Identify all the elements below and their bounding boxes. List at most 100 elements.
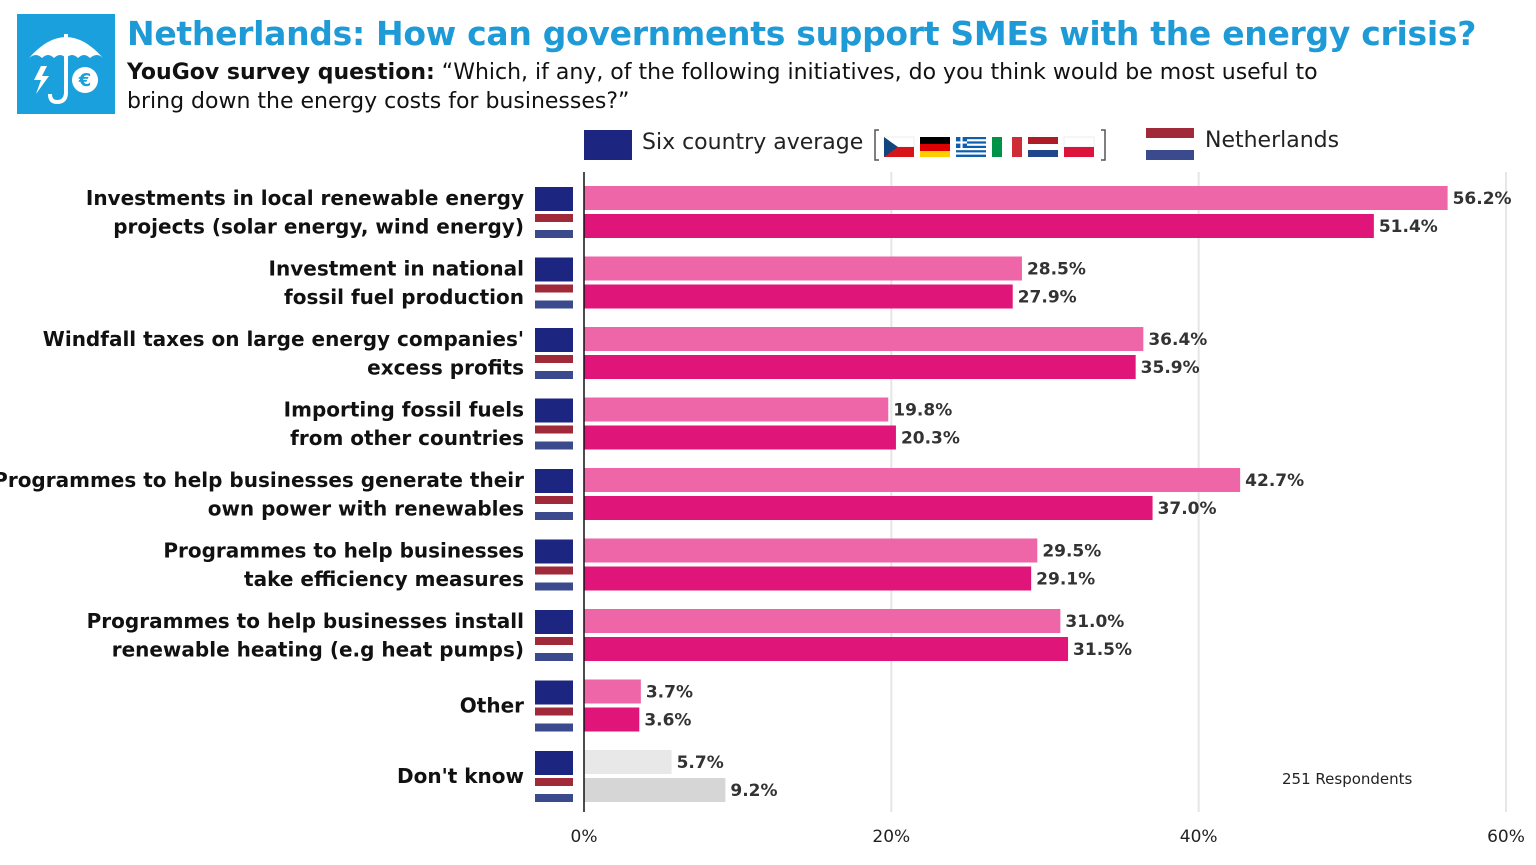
category-swatch-netherlands-red [535, 425, 573, 434]
value-label: 35.9% [1141, 358, 1200, 378]
category-swatch-netherlands-blue [535, 582, 573, 591]
category-label: Importing fossil fuels [284, 397, 524, 421]
bar-netherlands [584, 496, 1153, 520]
legend: Six country average [0, 124, 1536, 168]
category-swatch-average [535, 610, 573, 634]
greece-flag-icon [956, 137, 986, 157]
category-swatch-netherlands-red [535, 566, 573, 575]
legend-label-average: Six country average [642, 130, 864, 155]
bar-six-country-average [584, 538, 1038, 563]
italy-flag-icon [992, 137, 1022, 157]
category-label: fossil fuel production [284, 285, 524, 309]
legend-label-netherlands: Netherlands [1205, 128, 1340, 153]
value-label: 51.4% [1379, 217, 1438, 237]
legend-flags [874, 129, 1106, 161]
value-label: 5.7% [677, 753, 724, 773]
subtitle-text: “Which, if any, of the following initiat… [127, 60, 1318, 114]
subtitle: YouGov survey question: “Which, if any, … [127, 58, 1377, 116]
bar-netherlands [584, 637, 1069, 661]
bar-netherlands [584, 566, 1032, 591]
category-swatch-netherlands-red [535, 778, 573, 786]
bar-netherlands [584, 778, 726, 802]
value-label: 36.4% [1148, 330, 1207, 350]
czech-flag-icon [883, 136, 915, 157]
category-label: renewable heating (e.g heat pumps) [112, 637, 524, 661]
category-swatch-netherlands-red [535, 355, 573, 363]
bar-netherlands [584, 355, 1136, 379]
bar-netherlands [584, 425, 896, 450]
page-title: Netherlands: How can governments support… [127, 14, 1477, 53]
category-swatch-netherlands-blue [535, 794, 573, 802]
category-swatch-netherlands-red [535, 707, 573, 716]
bar-netherlands [584, 284, 1013, 309]
germany-flag-icon [920, 137, 950, 157]
category-label: projects (solar energy, wind energy) [113, 214, 524, 238]
legend-swatch-netherlands [1146, 128, 1194, 160]
value-label: 20.3% [901, 429, 960, 449]
category-swatch-average [535, 539, 573, 564]
umbrella-euro-icon: € [29, 34, 103, 105]
svg-text:€: € [78, 70, 92, 91]
category-swatch-netherlands-red [535, 284, 573, 293]
category-label: Programmes to help businesses install [87, 609, 524, 633]
value-label: 28.5% [1027, 260, 1086, 280]
value-label: 29.1% [1036, 570, 1095, 590]
category-label: from other countries [290, 426, 524, 450]
category-label: own power with renewables [208, 496, 524, 520]
category-label: Don't know [397, 764, 524, 788]
category-swatch-netherlands-blue [535, 723, 573, 732]
category-swatch-average [535, 257, 573, 282]
legend-swatch-average [584, 130, 632, 160]
poland-flag-icon [1063, 136, 1095, 157]
category-swatch-average [535, 187, 573, 211]
category-label: Investments in local renewable energy [86, 186, 524, 210]
value-label: 3.7% [646, 683, 693, 703]
category-swatch-average [535, 751, 573, 775]
category-label: Other [460, 694, 524, 718]
category-swatch-netherlands-blue [535, 512, 573, 520]
category-label: Windfall taxes on large energy companies… [43, 327, 524, 351]
x-tick-label: 40% [1180, 827, 1218, 847]
category-swatch-average [535, 328, 573, 352]
bar-six-country-average [584, 750, 672, 774]
category-swatch-average [535, 469, 573, 493]
subtitle-bold: YouGov survey question: [127, 60, 435, 85]
category-swatch-netherlands-blue [535, 653, 573, 661]
value-label: 56.2% [1453, 189, 1512, 209]
bar-six-country-average [584, 256, 1022, 281]
bar-six-country-average [584, 397, 889, 422]
value-label: 27.9% [1018, 288, 1077, 308]
value-label: 42.7% [1245, 471, 1304, 491]
category-swatch-netherlands-blue [535, 371, 573, 379]
x-tick-label: 20% [872, 827, 910, 847]
value-label: 3.6% [644, 711, 691, 731]
value-label: 31.5% [1073, 640, 1132, 660]
netherlands-flag-icon [1028, 137, 1058, 157]
category-label: Investment in national [269, 256, 524, 280]
value-label: 37.0% [1158, 499, 1217, 519]
category-swatch-netherlands-blue [535, 230, 573, 238]
respondents-count: 251 Respondents [1282, 770, 1413, 788]
category-swatch-average [535, 398, 573, 423]
category-swatch-netherlands-red [535, 496, 573, 504]
category-label: Programmes to help businesses generate t… [0, 468, 524, 492]
value-label: 29.5% [1042, 542, 1101, 562]
bar-six-country-average [584, 679, 641, 704]
bar-six-country-average [584, 186, 1448, 210]
bar-six-country-average [584, 327, 1144, 351]
value-label: 9.2% [730, 781, 777, 801]
category-label: Programmes to help businesses [163, 538, 524, 562]
bar-netherlands [584, 214, 1374, 238]
category-swatch-netherlands-red [535, 214, 573, 222]
value-label: 31.0% [1065, 612, 1124, 632]
category-swatch-netherlands-blue [535, 300, 573, 309]
category-label: excess profits [367, 355, 524, 379]
category-label: take efficiency measures [244, 567, 524, 591]
x-tick-label: 60% [1487, 827, 1525, 847]
bar-netherlands [584, 707, 640, 732]
logo: € [17, 14, 115, 114]
value-label: 19.8% [893, 401, 952, 421]
category-swatch-netherlands-blue [535, 441, 573, 450]
bar-six-country-average [584, 609, 1061, 633]
